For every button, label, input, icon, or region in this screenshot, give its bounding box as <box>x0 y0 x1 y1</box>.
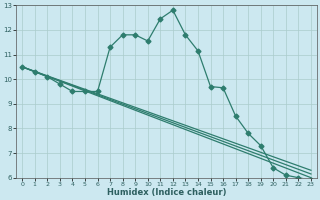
X-axis label: Humidex (Indice chaleur): Humidex (Indice chaleur) <box>107 188 226 197</box>
